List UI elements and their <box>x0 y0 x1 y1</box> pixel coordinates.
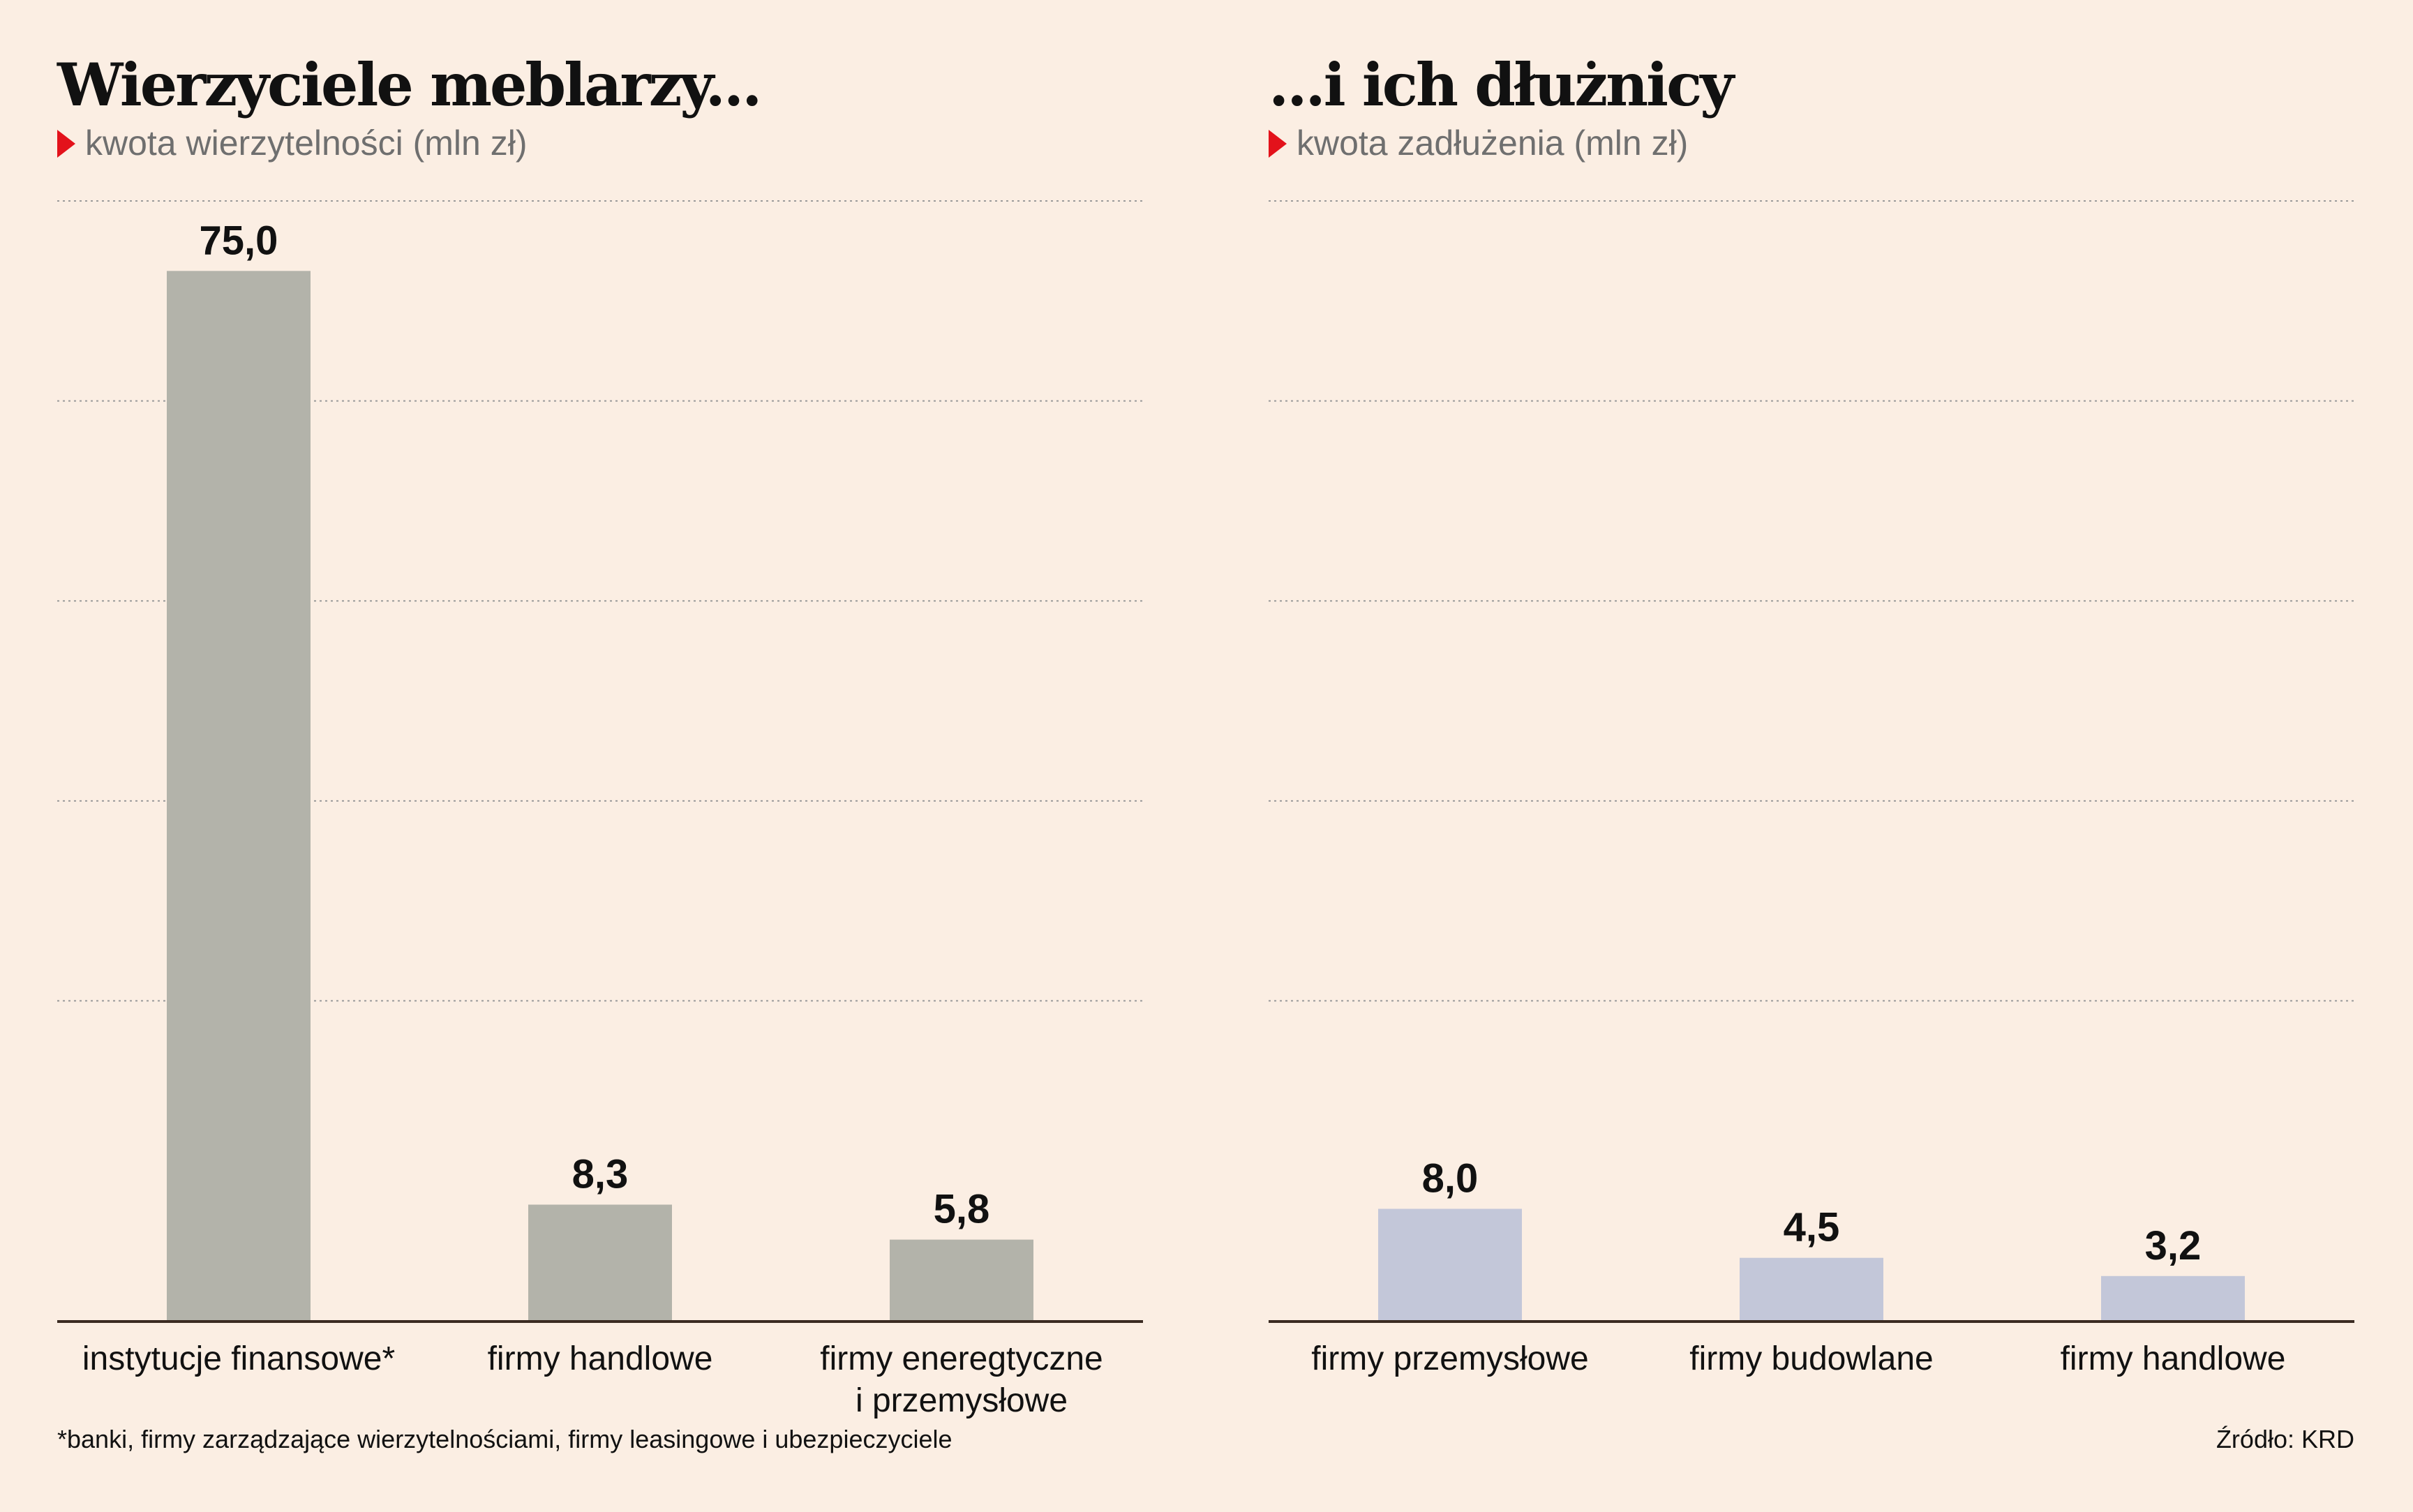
red-triangle-icon <box>57 130 75 158</box>
data-label: 5,8 <box>934 1187 990 1232</box>
category-label: firmy budowlane <box>1689 1340 1934 1377</box>
footnote: *banki, firmy zarządzające wierzytelnośc… <box>57 1425 952 1453</box>
bar <box>167 271 311 1321</box>
source-note: Źródło: KRD <box>2216 1425 2354 1453</box>
category-label: firmy eneregtyczne <box>820 1340 1103 1377</box>
category-label: instytucje finansowe* <box>82 1340 395 1377</box>
bar <box>1378 1208 1522 1321</box>
category-label: firmy handlowe <box>2061 1340 2286 1377</box>
chart-subtitle-text: kwota wierzytelności (mln zł) <box>85 123 528 163</box>
chart-title: ...i ich dłużnicy <box>1269 50 1734 119</box>
chart-subtitle-text: kwota zadłużenia (mln zł) <box>1297 123 1689 163</box>
bar <box>2101 1275 2245 1321</box>
data-label: 8,0 <box>1422 1156 1479 1202</box>
chart-subtitle: kwota wierzytelności (mln zł) <box>57 123 527 163</box>
category-label: firmy handlowe <box>488 1340 713 1377</box>
data-label: 3,2 <box>2145 1223 2202 1268</box>
chart-subtitle: kwota zadłużenia (mln zł) <box>1269 123 1688 163</box>
bar <box>1740 1257 1883 1321</box>
left-chart-panel: Wierzyciele meblarzy... kwota wierzyteln… <box>57 0 1146 1437</box>
bar <box>528 1204 672 1321</box>
category-label: firmy przemysłowe <box>1311 1340 1588 1377</box>
data-label: 75,0 <box>200 218 278 263</box>
bar <box>890 1239 1033 1321</box>
red-triangle-icon <box>1269 130 1287 158</box>
bar-chart-creditors: 75,0 instytucje finansowe* 8,3 firmy handlo… <box>57 200 1143 1419</box>
chart-title: Wierzyciele meblarzy... <box>57 50 762 119</box>
bar-chart-debtors: 8,0 firmy przemysłowe 4,5 firmy budowlane 3,… <box>1269 200 2354 1377</box>
data-label: 8,3 <box>572 1151 629 1197</box>
category-label: i przemysłowe <box>856 1382 1068 1419</box>
data-label: 4,5 <box>1784 1205 1840 1250</box>
right-chart-panel: ...i ich dłużnicy kwota zadłużenia (mln … <box>1269 0 2357 1437</box>
